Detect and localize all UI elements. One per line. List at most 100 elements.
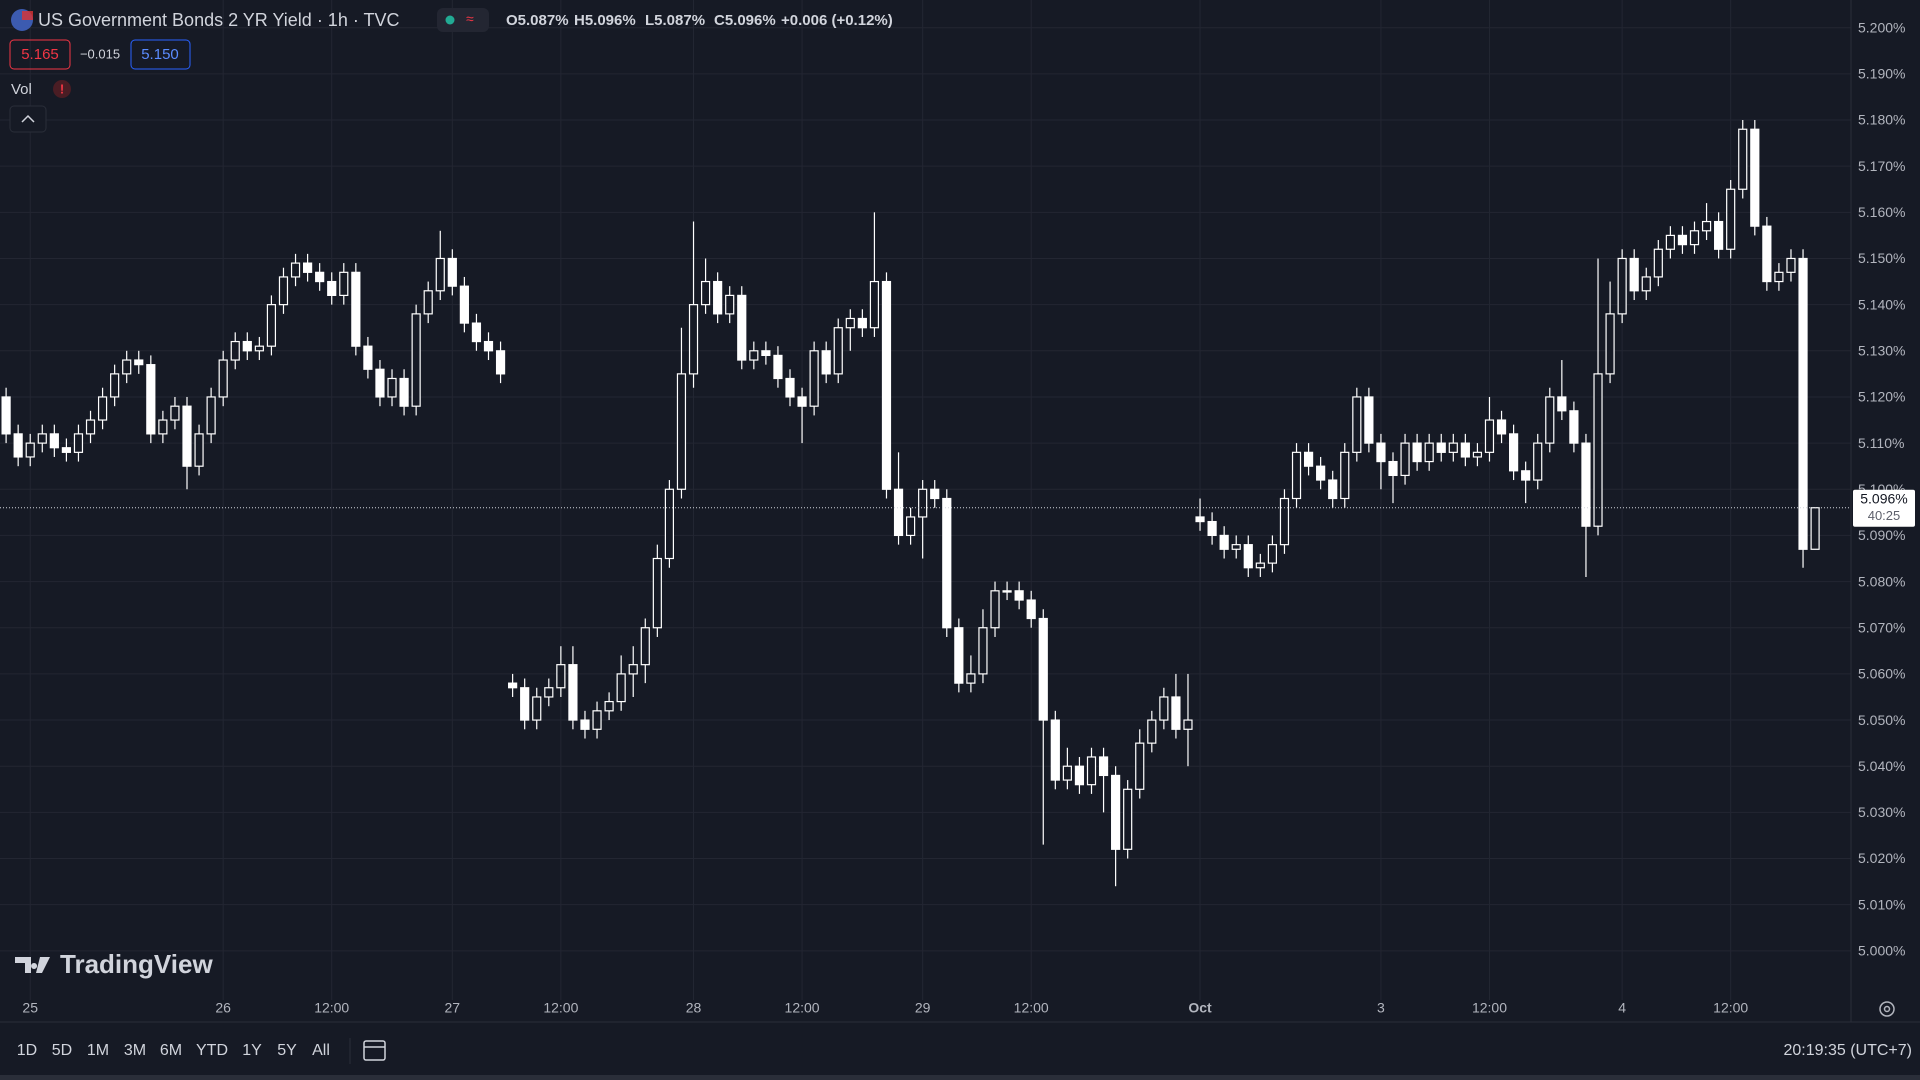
candle-body-up bbox=[869, 280, 880, 329]
candle-body-up bbox=[1231, 544, 1241, 550]
candle-body-down bbox=[881, 280, 892, 490]
candle-body-down bbox=[399, 377, 409, 407]
ohlc-close: C5.096% bbox=[714, 12, 776, 29]
candle-body-up bbox=[688, 304, 699, 375]
y-tick-label: 5.060% bbox=[1858, 666, 1905, 682]
candle-body-up bbox=[628, 664, 638, 675]
candle-body-down bbox=[459, 285, 469, 324]
range-button[interactable]: 1M bbox=[87, 1042, 109, 1059]
range-button[interactable]: 5Y bbox=[277, 1042, 297, 1059]
x-tick-label: 3 bbox=[1377, 1000, 1385, 1016]
candle-body-up bbox=[1267, 544, 1278, 564]
range-button[interactable]: 3M bbox=[124, 1042, 146, 1059]
ohlc-change: +0.006 (+0.12%) bbox=[781, 12, 893, 29]
bid-box[interactable] bbox=[9, 39, 71, 70]
range-button[interactable]: 5D bbox=[52, 1042, 72, 1059]
candle-body-up bbox=[230, 340, 240, 361]
candle-body-up bbox=[1689, 230, 1700, 246]
candle-body-down bbox=[1798, 257, 1808, 550]
x-tick-label: 12:00 bbox=[785, 1000, 820, 1016]
candle-body-down bbox=[1460, 442, 1470, 458]
candle-body-up bbox=[73, 433, 84, 453]
candle-body-down bbox=[1436, 442, 1446, 453]
candle-body-up bbox=[194, 433, 204, 467]
candle-body-down bbox=[471, 322, 482, 343]
candle-body-up bbox=[1665, 234, 1675, 250]
x-tick-label: 12:00 bbox=[1014, 1000, 1049, 1016]
ohlc-low: L5.087% bbox=[645, 12, 705, 29]
collapse-button[interactable] bbox=[9, 105, 47, 133]
candle-body-up bbox=[97, 396, 108, 421]
candle-body-up bbox=[1086, 756, 1097, 786]
candle-body-up bbox=[1159, 696, 1169, 721]
candle-body-up bbox=[833, 327, 843, 375]
ask-box[interactable] bbox=[130, 39, 191, 70]
candle-body-down bbox=[893, 488, 904, 537]
candle-body-up bbox=[1400, 442, 1410, 477]
x-tick-label: 26 bbox=[215, 1000, 231, 1016]
candle-body-up bbox=[1062, 765, 1072, 781]
candle-body-down bbox=[327, 280, 337, 297]
candle-body-up bbox=[1424, 442, 1434, 463]
candle-body-up bbox=[966, 673, 976, 684]
candle-body-down bbox=[1581, 442, 1591, 527]
candle-body-down bbox=[1074, 765, 1085, 786]
clock[interactable]: 20:19:35 (UTC+7) bbox=[1783, 1042, 1912, 1059]
candle-body-down bbox=[1098, 756, 1109, 777]
candle-body-up bbox=[1448, 442, 1458, 453]
candle-body-down bbox=[1, 396, 11, 435]
y-tick-label: 5.040% bbox=[1858, 758, 1905, 774]
warning-icon[interactable] bbox=[53, 80, 71, 98]
range-button[interactable]: All bbox=[312, 1042, 330, 1059]
symbol-title[interactable]: US Government Bonds 2 YR Yield · 1h · TV… bbox=[38, 10, 400, 30]
candle-body-down bbox=[508, 682, 518, 689]
candle-body-down bbox=[182, 405, 192, 467]
candle-body-down bbox=[242, 340, 252, 352]
candle-body-up bbox=[1291, 451, 1302, 500]
range-button[interactable]: 6M bbox=[160, 1042, 182, 1059]
logo-text[interactable]: TradingView bbox=[60, 949, 213, 979]
status-badge[interactable] bbox=[437, 8, 489, 32]
candle-body-up bbox=[544, 687, 554, 698]
range-button[interactable]: YTD bbox=[196, 1042, 228, 1059]
y-tick-label: 5.080% bbox=[1858, 573, 1905, 589]
candle-body-up bbox=[37, 433, 47, 444]
warning-mark: ! bbox=[60, 81, 64, 96]
candle-body-down bbox=[1629, 257, 1639, 292]
candle-body-up bbox=[1147, 719, 1157, 744]
settings-icon[interactable] bbox=[1879, 1001, 1895, 1017]
candle-body-down bbox=[1569, 410, 1579, 444]
candle-body-down bbox=[1508, 433, 1519, 472]
candle-body-down bbox=[13, 433, 23, 458]
flag-stripe bbox=[22, 11, 33, 20]
y-tick-label: 5.030% bbox=[1858, 804, 1905, 820]
y-tick-label: 5.130% bbox=[1858, 342, 1905, 358]
range-button[interactable]: 1Y bbox=[242, 1042, 262, 1059]
candle-body-up bbox=[1641, 276, 1651, 292]
candle-body-down bbox=[785, 377, 795, 398]
volume-indicator[interactable]: Vol bbox=[11, 81, 32, 98]
x-tick-label: 27 bbox=[445, 1000, 461, 1016]
candle-body-up bbox=[1786, 257, 1796, 273]
candle-body-up bbox=[218, 359, 228, 398]
candle-body-down bbox=[146, 364, 156, 435]
candle-body-up bbox=[1255, 562, 1265, 569]
candle-body-down bbox=[1243, 544, 1253, 569]
candle-body-up bbox=[918, 488, 928, 518]
candle-body-down bbox=[797, 396, 807, 407]
range-button[interactable]: 1D bbox=[17, 1042, 37, 1059]
candle-body-down bbox=[1014, 590, 1024, 601]
candle-body-down bbox=[1364, 396, 1374, 444]
candle-body-up bbox=[749, 350, 759, 361]
last-price-box bbox=[1853, 489, 1915, 527]
candle-body-down bbox=[134, 359, 144, 366]
candle-body-down bbox=[1171, 696, 1181, 730]
candle-body-up bbox=[652, 557, 662, 629]
candle-body-down bbox=[1026, 599, 1036, 620]
ohlc-open: O5.087% bbox=[506, 12, 569, 29]
candle-body-down bbox=[520, 687, 530, 721]
candle-body-down bbox=[303, 262, 313, 273]
candle-body-up bbox=[1279, 497, 1290, 546]
goto-date-icon[interactable] bbox=[363, 1040, 386, 1061]
